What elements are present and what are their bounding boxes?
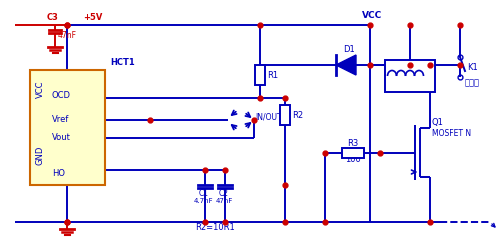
Text: R1: R1 bbox=[267, 71, 278, 79]
Bar bbox=[385, 60, 435, 92]
Text: VCC: VCC bbox=[362, 11, 382, 20]
Text: C2: C2 bbox=[219, 189, 229, 198]
Polygon shape bbox=[336, 55, 356, 75]
Text: +5V: +5V bbox=[83, 13, 102, 22]
Bar bbox=[280, 105, 290, 125]
Text: R2=10R1: R2=10R1 bbox=[195, 223, 235, 232]
Text: MOSFET N: MOSFET N bbox=[432, 129, 471, 138]
Text: 47nF: 47nF bbox=[58, 31, 77, 40]
Bar bbox=[30, 70, 105, 185]
Text: Vref: Vref bbox=[52, 115, 70, 125]
Text: OCD: OCD bbox=[52, 90, 71, 100]
Bar bbox=[255, 65, 265, 85]
Text: 继电器: 继电器 bbox=[465, 78, 480, 87]
Text: Vout: Vout bbox=[52, 133, 71, 143]
Text: C1: C1 bbox=[199, 189, 209, 198]
Text: 47nF: 47nF bbox=[216, 198, 232, 204]
Text: GND: GND bbox=[36, 146, 44, 165]
Text: Q1: Q1 bbox=[432, 118, 444, 127]
Text: R2: R2 bbox=[292, 110, 303, 120]
Text: C3: C3 bbox=[47, 13, 59, 22]
Bar bbox=[342, 148, 363, 157]
Text: R3: R3 bbox=[347, 138, 358, 148]
Text: 4.7nF: 4.7nF bbox=[194, 198, 214, 204]
Text: VCC: VCC bbox=[36, 80, 44, 97]
Text: 100: 100 bbox=[344, 155, 360, 163]
Text: HCT1: HCT1 bbox=[110, 58, 135, 67]
Text: K1: K1 bbox=[467, 62, 478, 72]
Text: HO: HO bbox=[52, 168, 65, 178]
Text: D1: D1 bbox=[343, 45, 355, 54]
Text: IN/OUT: IN/OUT bbox=[255, 113, 281, 121]
